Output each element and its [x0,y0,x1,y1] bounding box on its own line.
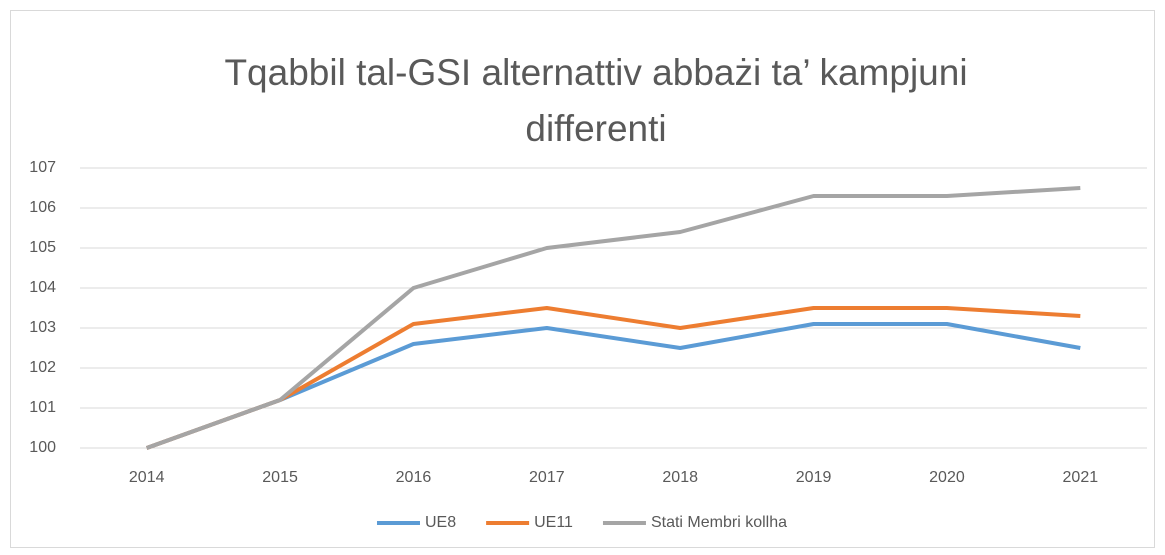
series-line [146,306,1081,450]
x-tick-label: 2020 [929,469,965,486]
y-tick-label: 105 [29,239,56,256]
series-line [146,186,1081,450]
x-tick-label: 2021 [1063,469,1099,486]
legend-label: UE8 [425,514,456,531]
y-tick-label: 106 [29,199,56,216]
y-tick-label: 100 [29,439,56,456]
x-tick-label: 2017 [529,469,565,486]
y-tick-label: 104 [29,279,56,296]
legend-label: Stati Membri kollha [651,514,787,531]
x-tick-label: 2014 [129,469,165,486]
chart-border [10,10,1155,548]
y-tick-label: 102 [29,359,56,376]
y-tick-label: 101 [29,399,56,416]
chart-title: Tqabbil tal-GSI alternattiv abbażi ta’ k… [224,52,968,149]
x-tick-label: 2018 [662,469,698,486]
y-tick-label: 107 [29,159,56,176]
x-tick-label: 2019 [796,469,832,486]
x-tick-label: 2016 [396,469,432,486]
series-line [146,322,1081,450]
x-tick-label: 2015 [262,469,298,486]
legend-label: UE11 [534,514,573,531]
y-tick-label: 103 [29,319,56,336]
